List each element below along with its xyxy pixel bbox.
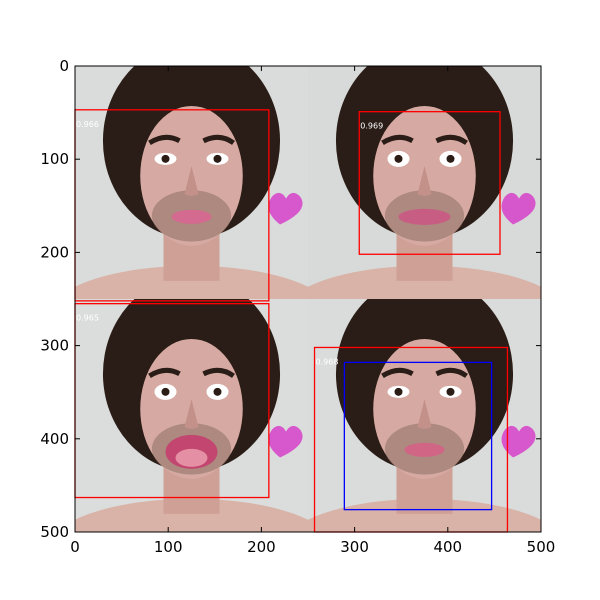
left-eyebrow <box>148 367 181 379</box>
shoulders <box>308 265 541 299</box>
left-pupil <box>394 387 403 396</box>
confidence-score: 0.969 <box>360 122 383 131</box>
right-eyebrow <box>202 134 235 145</box>
left-eyebrow <box>148 134 181 146</box>
y-tick-label: 400 <box>40 430 69 448</box>
nose <box>184 165 199 196</box>
neutral-face-2-panel <box>308 299 541 532</box>
x-tick-label: 400 <box>433 538 462 556</box>
right-eyebrow <box>202 367 235 378</box>
right-eyebrow <box>435 134 468 145</box>
mouth <box>398 208 451 225</box>
shoulders <box>75 265 308 299</box>
confidence-score: 0.968 <box>316 357 339 366</box>
y-tick-label: 500 <box>40 523 69 541</box>
heart-decoration <box>268 425 303 458</box>
image-panels <box>75 66 541 532</box>
frown-face-panel <box>308 66 541 299</box>
right-eyebrow <box>435 367 468 378</box>
detection-box <box>343 361 493 511</box>
y-tick-label: 200 <box>40 243 69 261</box>
x-tick-label: 200 <box>247 538 276 556</box>
confidence-score: 0.965 <box>76 314 99 323</box>
shoulders <box>75 498 308 532</box>
y-tick-label: 300 <box>40 337 69 355</box>
right-pupil <box>213 154 222 163</box>
nose <box>184 398 199 429</box>
x-axis: 0 100 200 300 400 500 <box>70 66 555 556</box>
mouth <box>171 209 212 224</box>
left-pupil <box>394 154 403 163</box>
right-pupil <box>213 387 222 396</box>
y-tick-label: 100 <box>40 150 69 168</box>
tongue <box>175 448 208 467</box>
heart-decoration <box>268 192 303 225</box>
x-tick-label: 500 <box>527 538 556 556</box>
confidence-score: 0.966 <box>76 120 99 129</box>
axes-frame <box>74 65 542 533</box>
mouth <box>404 442 445 457</box>
heart-decoration <box>501 425 536 458</box>
left-eyebrow <box>381 134 414 146</box>
left-pupil <box>161 154 170 163</box>
nose <box>417 165 432 196</box>
x-tick-label: 100 <box>154 538 183 556</box>
nose <box>417 398 432 429</box>
y-tick-label: 0 <box>59 57 69 75</box>
detection-box <box>358 111 501 255</box>
x-tick-label: 300 <box>340 538 369 556</box>
tongue-face-panel <box>75 299 308 532</box>
left-pupil <box>161 387 170 396</box>
y-axis: 0 100 200 300 400 500 <box>40 57 541 541</box>
x-tick-label: 0 <box>70 538 80 556</box>
heart-decoration <box>501 192 536 225</box>
left-eyebrow <box>381 367 414 379</box>
shoulders <box>308 498 541 532</box>
right-pupil <box>446 387 455 396</box>
right-pupil <box>446 154 455 163</box>
